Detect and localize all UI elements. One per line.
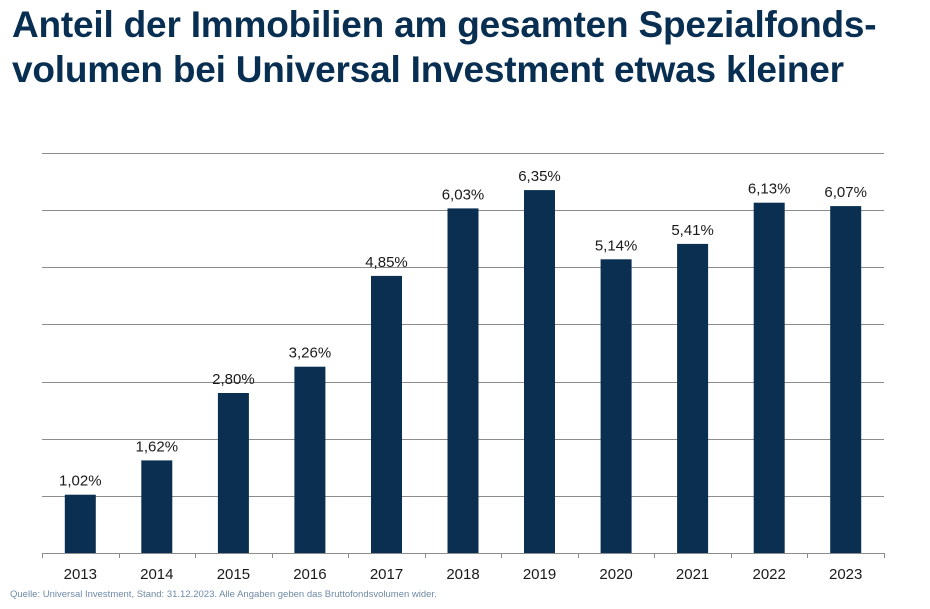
data-label-2018: 6,03% [442, 186, 485, 203]
x-axis: 2013 2014 2015 2016 2017 2018 2019 2020 2021 2022… [42, 553, 885, 583]
bar-2023 [830, 206, 862, 553]
data-label-2014: 1,62% [136, 438, 179, 455]
bar-2019 [524, 190, 555, 553]
x-tick-label-2020: 2020 [599, 566, 632, 583]
data-label-2016: 3,26% [289, 345, 332, 362]
x-tick-label-2017: 2017 [370, 566, 403, 583]
data-label-2023: 6,07% [824, 184, 867, 201]
data-label-2022: 6,13% [748, 181, 791, 198]
bar-2022 [753, 202, 785, 553]
bar-2017 [371, 275, 402, 553]
chart-title-line-2: volumen bei Universal Investment etwas k… [12, 49, 844, 90]
bar-2013 [64, 494, 96, 553]
x-tick-label-2021: 2021 [676, 566, 709, 583]
data-label-2013: 1,02% [59, 473, 102, 490]
x-tick-label-2013: 2013 [64, 566, 97, 583]
x-tick-label-2018: 2018 [446, 566, 479, 583]
bar-2016 [294, 366, 326, 553]
x-tick-label-2022: 2022 [753, 566, 786, 583]
data-label-2015: 2,80% [212, 371, 255, 388]
chart-title: Anteil der Immobilien am gesamten Spezia… [12, 2, 922, 92]
data-label-2017: 4,85% [365, 254, 408, 271]
bar-2015 [217, 393, 249, 553]
x-tick-label-2019: 2019 [523, 566, 556, 583]
bar-2020 [600, 259, 632, 553]
bars [64, 190, 862, 553]
chart-title-line-1: Anteil der Immobilien am gesamten Spezia… [12, 4, 877, 45]
x-tick-label-2014: 2014 [140, 566, 173, 583]
data-label-2021: 5,41% [671, 222, 714, 239]
bar-2018 [447, 208, 479, 553]
bar-2014 [141, 460, 173, 553]
data-labels: 1,02% 1,62% 2,80% 3,26% 4,85% 6,03% 6,35% 5,14%… [59, 168, 867, 490]
x-tick-label-2023: 2023 [829, 566, 862, 583]
source-note: Quelle: Universal Investment, Stand: 31.… [10, 589, 437, 600]
x-tick-label-2016: 2016 [293, 566, 326, 583]
bar-2021 [677, 243, 709, 553]
x-tick-label-2015: 2015 [217, 566, 250, 583]
data-label-2019: 6,35% [518, 168, 561, 185]
data-label-2020: 5,14% [595, 237, 638, 254]
